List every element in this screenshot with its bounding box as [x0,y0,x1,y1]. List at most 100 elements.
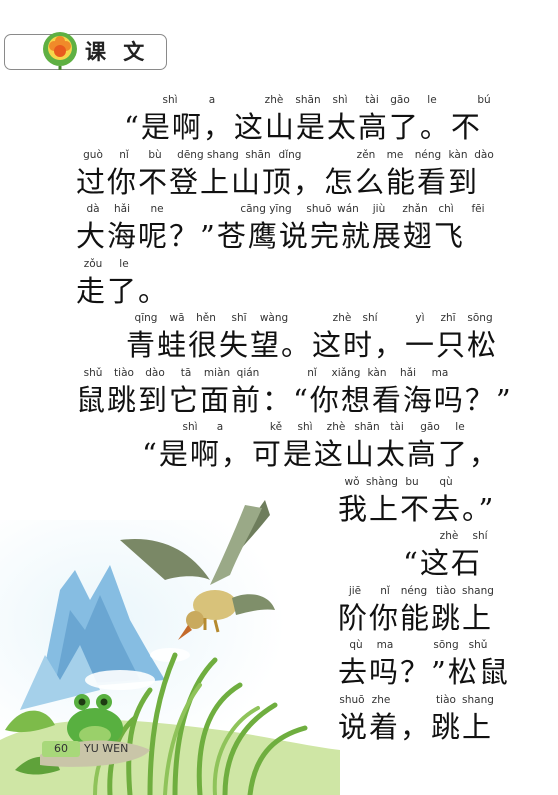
pinyin: a [216,421,224,433]
pinyin: zhè [264,94,284,106]
pinyin: zhè [332,312,352,324]
pinyin: tiào [436,585,456,597]
pinyin: qián [236,367,260,379]
pinyin: shàng [366,476,398,488]
pinyin: zhè [326,421,346,433]
pinyin: hǎi [399,367,417,379]
pinyin: me [386,149,404,161]
pinyin: shì [332,94,348,106]
pinyin: zěn [356,149,376,161]
pinyin: wǒ [344,476,360,488]
pinyin: bù [148,149,162,161]
pinyin: cāng yīng [240,203,292,215]
pinyin: shang [462,585,494,597]
pinyin: dēng shang [177,149,239,161]
pinyin: sōng [467,312,493,324]
subject-label: YU WEN [84,742,129,755]
page-number-badge [42,741,80,757]
text-line: 走了。 [76,274,170,308]
pinyin: a [208,94,216,106]
text-line: 我上不去。” [338,492,496,526]
text-line: “这石 [403,546,482,580]
pinyin: yì [415,312,425,324]
pinyin: zhī [440,312,456,324]
text-line: 鼠跳到它面前：“你想看海吗？” [76,383,513,417]
pinyin: hǎi [113,203,131,215]
pinyin: kě [269,421,283,433]
pinyin: shì [162,94,178,106]
pinyin: nǐ [307,367,317,379]
pinyin: ma [431,367,449,379]
text-line: “是啊，这山是太高了。不 [124,110,482,144]
text-line: 说着，跳上 [338,710,494,744]
pinyin: fēi [471,203,485,215]
pinyin: zǒu [83,258,103,270]
text-line: 阶你能跳上 [338,601,494,635]
eagle [120,500,275,640]
text-line: 大海呢？”苍鹰说完就展翅飞 [76,219,465,253]
frog [67,694,123,748]
pinyin: qù [439,476,453,488]
pinyin: le [427,94,437,106]
pinyin: le [119,258,129,270]
pinyin: zhǎn [402,203,428,215]
text-line: “是啊，可是这山太高了， [142,437,500,471]
pinyin: tài [390,421,404,433]
pinyin: qīng [134,312,158,324]
pinyin: shān [354,421,380,433]
pinyin: shī [231,312,247,324]
pinyin: miàn [203,367,231,379]
pinyin: bu [405,476,419,488]
pinyin: tài [365,94,379,106]
pinyin: bú [477,94,491,106]
pinyin: shuō [339,694,365,706]
pinyin: shí [472,530,488,542]
pinyin: dào [474,149,494,161]
pinyin: kàn [367,367,387,379]
text-line: 去吗？”松鼠 [338,655,510,689]
pinyin: jiē [348,585,362,597]
pinyin: ne [150,203,164,215]
pinyin: shuō [306,203,332,215]
pinyin: nǐ [380,585,390,597]
pinyin: gāo [390,94,410,106]
pinyin: wán [337,203,359,215]
pinyin: qù [349,639,363,651]
pinyin: jiù [372,203,386,215]
text-line: 青蛙很失望。这时，一只松 [126,328,499,362]
pinyin: ma [376,639,394,651]
pinyin: tā [180,367,192,379]
pinyin: shǔ [83,367,103,379]
pinyin: shǔ [468,639,488,651]
flower-icon [43,32,77,70]
pinyin: xiǎng [331,367,361,379]
pinyin: tiào [114,367,134,379]
pinyin: shān [245,149,271,161]
pinyin: shang [462,694,494,706]
pinyin: le [455,421,465,433]
pinyin: sōng [433,639,459,651]
pinyin: zhè [439,530,459,542]
pinyin: shì [182,421,198,433]
pinyin: hěn [196,312,216,324]
pinyin: chì [438,203,454,215]
pinyin: gāo [420,421,440,433]
page-number: 60 [54,742,68,755]
pinyin: guò [83,149,103,161]
pinyin: dǐng [278,149,302,161]
pinyin: zhe [371,694,391,706]
pinyin: dào [145,367,165,379]
pinyin: tiào [436,694,456,706]
pinyin: shān [295,94,321,106]
section-title: 课 文 [85,40,150,64]
pinyin: wā [169,312,185,324]
text-line: 过你不登上山顶，怎么能看到 [76,165,480,199]
pinyin: wàng [259,312,289,324]
pinyin: dà [86,203,100,215]
pinyin: shí [362,312,378,324]
section-header-box [4,34,167,70]
illustration [0,500,340,795]
pinyin: kàn [448,149,468,161]
pinyin: néng [414,149,442,161]
pinyin: shì [297,421,313,433]
